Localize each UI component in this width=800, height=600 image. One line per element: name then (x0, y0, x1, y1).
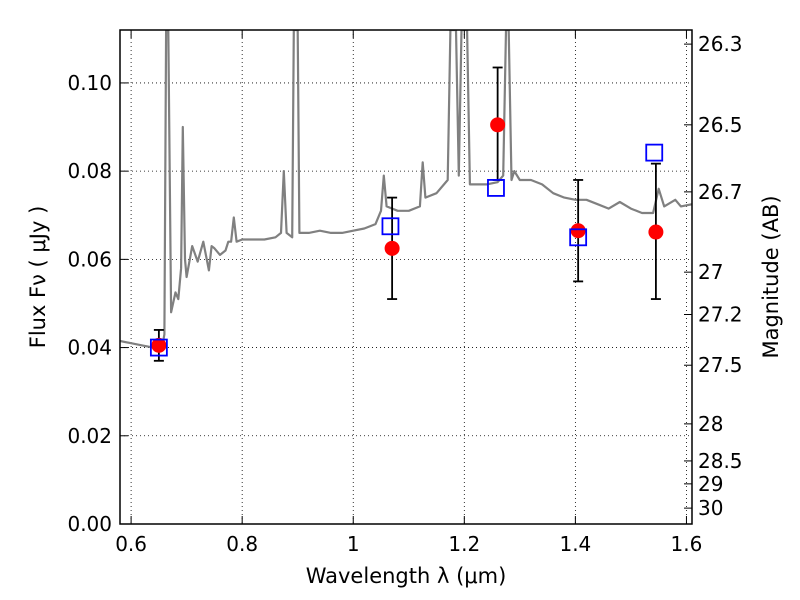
model-flux-square (569, 228, 588, 247)
mag-tick-label: 27.2 (698, 302, 743, 326)
plot-frame (119, 29, 693, 525)
observed-flux-point (570, 223, 586, 239)
x-tick-label: 1.6 (671, 532, 703, 556)
y-tick-label: 0.04 (67, 336, 112, 360)
y-tick-label: 0.10 (67, 71, 112, 95)
model-flux-square (381, 217, 400, 236)
plot-area (120, 30, 692, 362)
x-tick-label: 0.8 (226, 532, 258, 556)
y-axis-right-label: Magnitude (AB) (759, 195, 783, 358)
y-tick-label: 0.08 (67, 159, 112, 183)
x-tick-label: 1 (347, 532, 360, 556)
x-tick-label: 1.2 (448, 532, 480, 556)
observed-flux-point (384, 240, 400, 256)
mag-tick-label: 26.3 (698, 32, 743, 56)
mag-tick-label: 26.5 (698, 113, 743, 137)
mag-tick-label: 30 (698, 496, 723, 520)
observed-flux-point (648, 224, 664, 240)
y-tick-label: 0.02 (67, 424, 112, 448)
mag-tick-label: 29 (698, 472, 723, 496)
x-axis-label: Wavelength λ (μm) (306, 564, 507, 588)
mag-tick-label: 27.5 (698, 353, 743, 377)
mag-tick-label: 27 (698, 260, 723, 284)
model-spectrum-line (120, 30, 692, 351)
observed-flux-point (151, 337, 167, 353)
model-flux-square (645, 143, 664, 162)
observed-errorbars (153, 66, 661, 362)
mag-tick-label: 28.5 (698, 449, 743, 473)
x-tick-label: 1.4 (559, 532, 591, 556)
y-axis-label: Flux Fν ( μJy ) (26, 206, 50, 349)
y-tick-label: 0.06 (67, 247, 112, 271)
photometry-markers (149, 117, 664, 357)
mag-tick-label: 28 (698, 412, 723, 436)
model-flux-square (149, 338, 168, 357)
axis-ticks: 0.6 0.8 1 1.2 1.4 1.6 0.00 0.02 0.04 0.06 0.08 0.10… (67, 30, 743, 556)
model-flux-square (487, 179, 505, 197)
observed-flux-point (490, 117, 506, 133)
mag-tick-label: 26.7 (698, 180, 743, 204)
x-tick-label: 0.6 (115, 532, 147, 556)
grid (120, 30, 692, 525)
y-tick-label: 0.00 (67, 512, 112, 536)
